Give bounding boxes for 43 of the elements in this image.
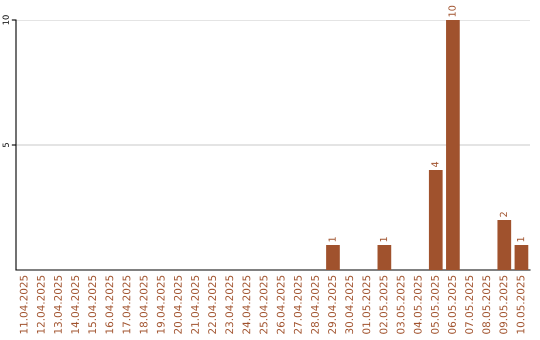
x-tick-label: 11.04.2025 [20, 276, 28, 334]
bar [497, 220, 512, 270]
data-label: 2 [500, 212, 507, 217]
y-tick-label: 5 [2, 143, 9, 148]
x-tick-label: 05.05.2025 [430, 276, 439, 334]
x-tick-label: 21.04.2025 [191, 276, 199, 334]
x-tick-label: 03.05.2025 [396, 276, 405, 334]
bar [326, 245, 340, 270]
x-tick-label: 14.04.2025 [71, 276, 79, 334]
x-tick-label: 23.04.2025 [225, 276, 234, 334]
bar [446, 20, 460, 270]
x-tick-label: 01.05.2025 [362, 276, 370, 334]
x-tick-label: 06.05.2025 [448, 276, 456, 334]
x-tick-label: 25.04.2025 [260, 276, 268, 334]
data-label: 1 [328, 237, 336, 242]
data-label: 4 [431, 162, 438, 168]
x-tick-label: 20.04.2025 [174, 276, 182, 334]
x-tick-label: 19.04.2025 [156, 276, 165, 334]
bar [514, 245, 528, 270]
x-tick-label: 17.04.2025 [122, 276, 130, 334]
x-tick-label: 16.04.2025 [105, 276, 114, 334]
x-tick-label: 30.04.2025 [345, 276, 354, 334]
data-label: 1 [380, 237, 388, 242]
x-tick-label: 08.05.2025 [482, 276, 490, 334]
bar [428, 170, 443, 270]
x-tick-label: 18.04.2025 [140, 276, 148, 334]
x-tick-label: 12.04.2025 [36, 276, 45, 334]
x-tick-label: 13.04.2025 [54, 276, 62, 334]
x-tick-label: 24.04.2025 [242, 276, 250, 334]
x-tick-label: 28.04.2025 [310, 276, 319, 334]
bar [378, 245, 392, 270]
x-tick-label: 29.04.2025 [328, 276, 336, 334]
data-label: 1 [517, 237, 524, 242]
x-tick-label: 09.05.2025 [499, 276, 508, 334]
x-tick-label: 02.05.2025 [380, 276, 388, 334]
data-label: 10 [448, 6, 456, 16]
x-tick-label: 04.05.2025 [414, 276, 422, 334]
x-tick-label: 15.04.2025 [88, 276, 96, 334]
x-tick-label: 10.05.2025 [516, 276, 524, 334]
x-tick-label: 07.05.2025 [465, 276, 474, 334]
x-tick-label: 27.04.2025 [294, 276, 302, 334]
x-tick-label: 22.04.2025 [208, 276, 216, 334]
x-tick-label: 26.04.2025 [276, 276, 285, 334]
